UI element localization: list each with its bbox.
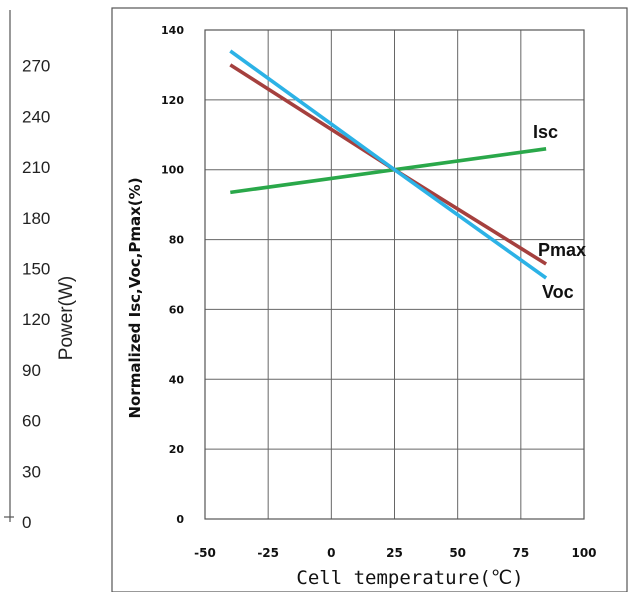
x-tick-label: 75 — [512, 546, 529, 560]
chart-frame — [111, 7, 628, 592]
y-tick-label: 140 — [161, 24, 184, 37]
x-axis-tick-labels: -50 -25 0 25 50 75 100 — [194, 546, 596, 560]
left-axis-tick-label: 0 — [22, 513, 31, 532]
x-tick-label: 100 — [571, 546, 596, 560]
left-axis-tick-label: 120 — [22, 310, 50, 329]
left-axis-tick-labels: 0 30 60 90 120 150 180 210 240 270 — [22, 57, 50, 532]
series-line-voc — [229, 49, 548, 280]
x-tick-label: -25 — [257, 546, 279, 560]
left-axis-tick-label: 270 — [22, 57, 50, 76]
y-tick-label: 120 — [161, 94, 184, 107]
y-tick-label: 60 — [169, 303, 185, 316]
y-tick-label: 80 — [169, 234, 185, 247]
left-power-axis: 0 30 60 90 120 150 180 210 240 270 Power(W) — [4, 10, 77, 532]
left-axis-tick-label: 150 — [22, 260, 50, 279]
y-tick-label: 0 — [176, 513, 184, 526]
y-tick-label: 20 — [169, 443, 185, 456]
y-axis-tick-labels: 0 20 40 60 80 100 120 140 — [161, 24, 184, 526]
series-label-voc: Voc — [542, 282, 574, 302]
x-tick-label: 50 — [449, 546, 466, 560]
left-axis-tick-label: 90 — [22, 361, 41, 380]
left-axis-label: Power(W) — [56, 276, 77, 360]
series-label-pmax: Pmax — [538, 240, 586, 260]
left-axis-tick-label: 60 — [22, 412, 41, 431]
series-label-isc: Isc — [533, 122, 558, 142]
left-axis-tick-label: 240 — [22, 107, 50, 126]
x-axis-label: Cell temperature(℃) — [296, 567, 523, 589]
x-tick-label: 0 — [327, 546, 335, 560]
y-tick-label: 40 — [169, 373, 185, 386]
x-tick-label: 25 — [386, 546, 403, 560]
y-axis-label: Normalized Isc,Voc,Pmax(%) — [126, 177, 144, 418]
left-axis-tick-label: 210 — [22, 158, 50, 177]
left-axis-tick-label: 30 — [22, 462, 41, 481]
x-tick-label: -50 — [194, 546, 216, 560]
left-axis-tick-label: 180 — [22, 209, 50, 228]
series-lines — [229, 49, 548, 280]
plot-area-border — [204, 29, 585, 520]
y-tick-label: 100 — [161, 164, 184, 177]
